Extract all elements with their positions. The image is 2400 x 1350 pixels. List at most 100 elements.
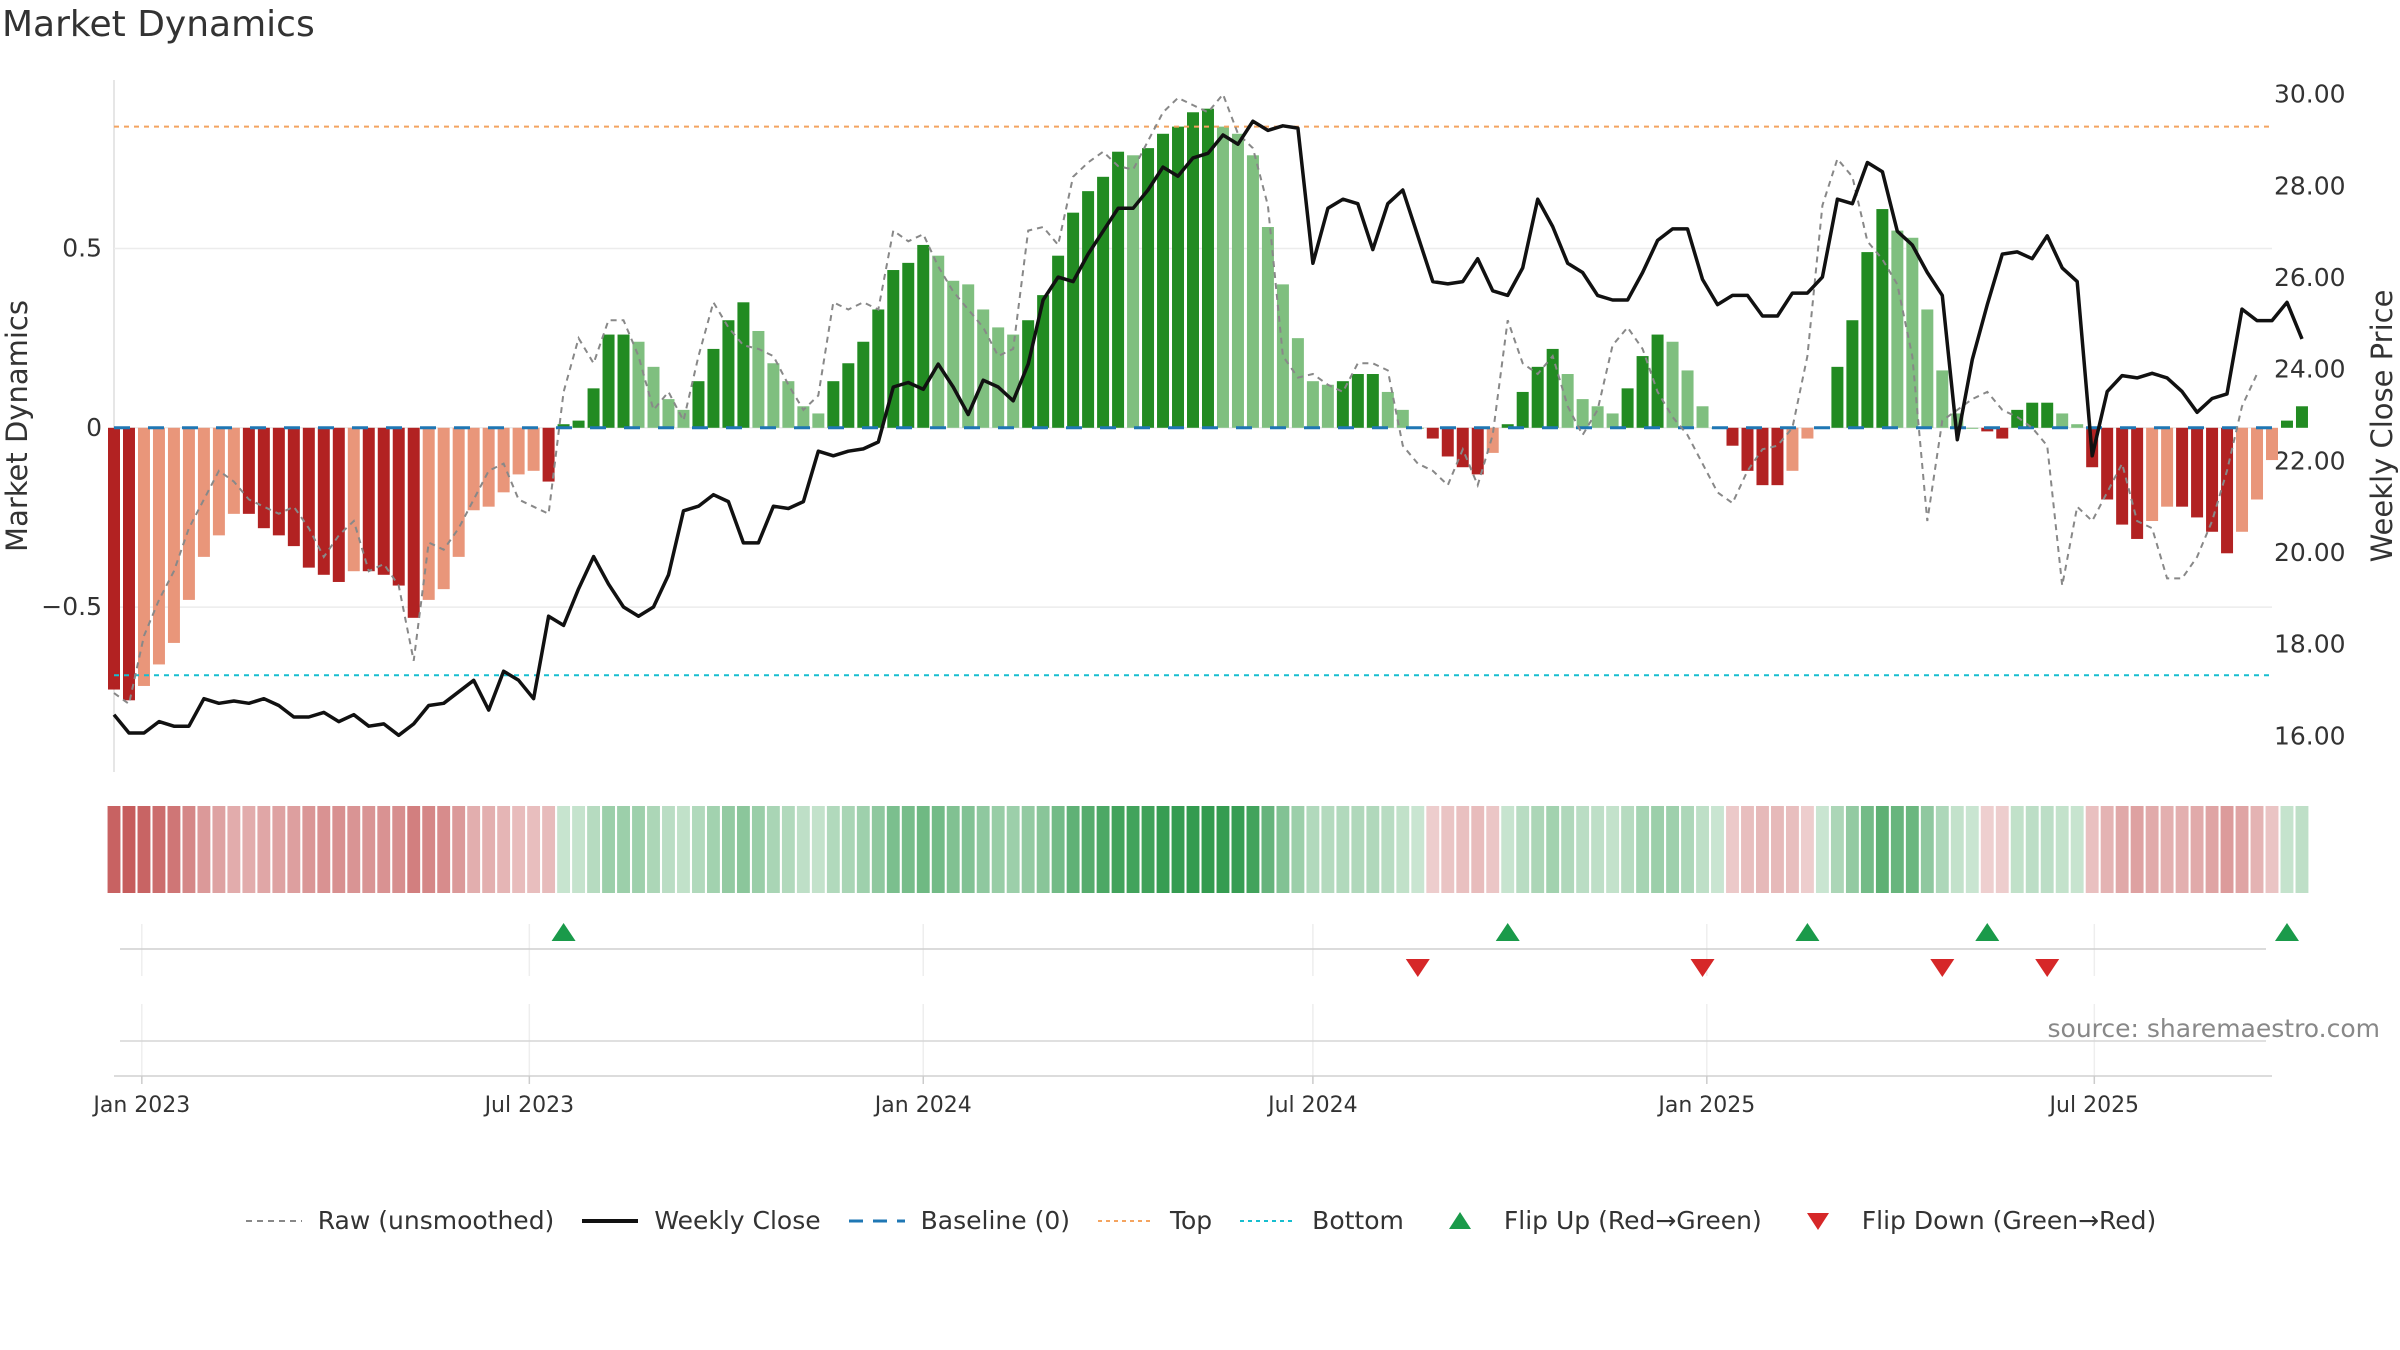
- md-bar-84: [1366, 374, 1379, 428]
- md-bar-59: [992, 327, 1005, 428]
- md-bar-21: [422, 427, 435, 600]
- md-bar-64: [1067, 212, 1080, 428]
- heat-cell-28: [527, 806, 541, 893]
- heat-cell-136: [2145, 806, 2159, 893]
- md-bar-3: [152, 427, 165, 665]
- heat-cell-52: [886, 806, 900, 893]
- heat-cell-87: [1411, 806, 1425, 893]
- md-bar-140: [2206, 427, 2219, 532]
- heat-cell-61: [1021, 806, 1035, 893]
- heat-cell-71: [1171, 806, 1185, 893]
- heat-cell-11: [272, 806, 286, 893]
- x-tick-label-0: Jan 2023: [91, 1093, 190, 1118]
- md-bar-134: [2116, 427, 2129, 525]
- md-bar-29: [542, 427, 555, 482]
- heat-cell-144: [2265, 806, 2279, 893]
- md-bar-35: [632, 341, 645, 428]
- heat-cell-26: [497, 806, 511, 893]
- md-bar-124: [1966, 427, 1979, 429]
- md-bar-74: [1216, 126, 1229, 428]
- flip-down-marker-0: [1405, 959, 1430, 977]
- md-bar-37: [662, 399, 675, 428]
- heat-cell-30: [557, 806, 571, 893]
- md-bar-61: [1022, 320, 1035, 428]
- md-bar-13: [302, 427, 315, 568]
- md-bar-20: [407, 427, 420, 618]
- heat-cell-94: [1516, 806, 1530, 893]
- y-tick-right-2: 20.00: [2274, 538, 2346, 567]
- md-bar-27: [512, 427, 525, 475]
- heat-cell-126: [1995, 806, 2009, 893]
- heat-cell-140: [2205, 806, 2219, 893]
- legend-item-close: Weekly Close: [580, 1206, 821, 1235]
- md-bar-34: [617, 334, 630, 428]
- flip-up-marker-1: [1495, 923, 1520, 941]
- md-bar-23: [452, 427, 465, 557]
- heat-cell-146: [2295, 806, 2309, 893]
- heat-cell-67: [1111, 806, 1125, 893]
- heat-cell-12: [287, 806, 301, 893]
- md-bar-67: [1112, 151, 1125, 428]
- md-bar-89: [1441, 427, 1454, 457]
- heat-cell-27: [512, 806, 526, 893]
- heat-cell-69: [1141, 806, 1155, 893]
- md-bar-145: [2280, 420, 2293, 428]
- heat-cell-56: [946, 806, 960, 893]
- md-bar-60: [1007, 334, 1020, 428]
- md-bar-7: [212, 427, 225, 536]
- md-bar-73: [1201, 108, 1214, 428]
- md-bar-142: [2236, 427, 2249, 532]
- heat-cell-102: [1636, 806, 1650, 893]
- md-bar-68: [1127, 155, 1140, 428]
- heat-cell-8: [227, 806, 241, 893]
- md-bar-81: [1321, 384, 1334, 428]
- md-bar-55: [932, 255, 945, 428]
- legend-raw-swatch: [245, 1219, 302, 1222]
- y-tick-right-5: 26.00: [2274, 263, 2346, 292]
- md-bar-126: [1996, 427, 2009, 439]
- heat-cell-128: [2025, 806, 2039, 893]
- legend-item-baseline: Baseline (0): [847, 1206, 1070, 1235]
- md-bar-101: [1621, 388, 1634, 428]
- heat-cell-38: [677, 806, 690, 893]
- heat-cell-24: [467, 806, 481, 893]
- heat-cell-65: [1081, 806, 1095, 893]
- heat-cell-99: [1591, 806, 1605, 893]
- heat-cell-14: [317, 806, 331, 893]
- y-tick-left-0: 0.5: [62, 234, 102, 263]
- md-bar-71: [1172, 126, 1185, 428]
- y-tick-right-4: 24.00: [2274, 355, 2346, 384]
- heat-cell-6: [197, 806, 211, 893]
- md-bar-26: [497, 427, 510, 493]
- legend-item-top: Top: [1096, 1206, 1212, 1235]
- md-bar-86: [1396, 409, 1409, 428]
- md-bar-70: [1157, 133, 1170, 428]
- md-bar-92: [1486, 427, 1499, 453]
- flip-up-marker-3: [1975, 923, 2000, 941]
- flip-down-marker-1: [1690, 959, 1715, 977]
- heat-cell-10: [257, 806, 271, 893]
- x-tick-label-5: Jul 2025: [2048, 1093, 2140, 1118]
- heat-cell-63: [1051, 806, 1065, 893]
- md-bar-111: [1771, 427, 1784, 486]
- heat-cell-96: [1546, 806, 1560, 893]
- md-bar-146: [2295, 406, 2308, 428]
- md-bar-97: [1561, 374, 1574, 428]
- heat-cell-145: [2280, 806, 2294, 893]
- heat-cell-68: [1126, 806, 1140, 893]
- heat-cell-48: [826, 806, 840, 893]
- md-bar-50: [857, 341, 870, 428]
- md-bar-56: [947, 280, 960, 428]
- heat-cell-123: [1950, 806, 1964, 893]
- heat-cell-113: [1800, 806, 1814, 893]
- md-bar-48: [827, 381, 840, 428]
- heat-cell-54: [916, 806, 930, 893]
- md-bar-47: [812, 413, 825, 428]
- md-bar-8: [227, 427, 240, 514]
- heat-cell-134: [2115, 806, 2129, 893]
- y-tick-right-6: 28.00: [2274, 171, 2346, 200]
- heat-cell-9: [242, 806, 256, 893]
- weekly-close-line: [112, 119, 2304, 738]
- heat-cell-43: [751, 806, 765, 893]
